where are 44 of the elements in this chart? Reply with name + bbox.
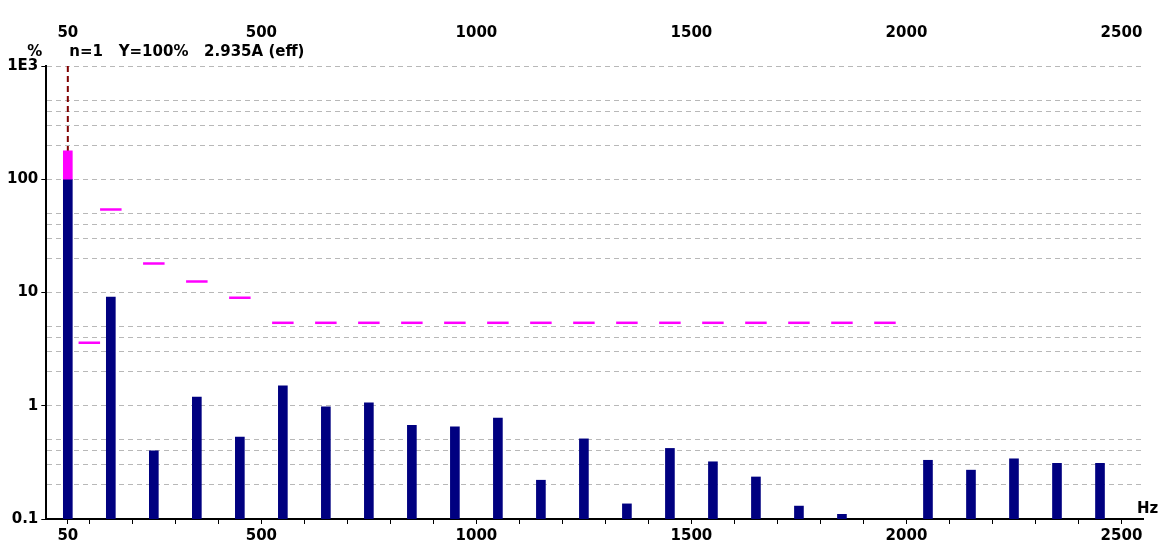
x2-tick-label: 2000 — [885, 22, 928, 41]
x-tick-label: 2500 — [1100, 525, 1143, 544]
bar — [278, 385, 288, 519]
bar — [923, 459, 933, 519]
x2-tick-label: 500 — [245, 22, 277, 41]
bar — [1009, 458, 1019, 519]
bar — [192, 396, 202, 519]
bar — [1095, 463, 1105, 519]
bar — [665, 448, 675, 519]
y-tick-label: 1 — [27, 395, 39, 414]
bar — [1052, 463, 1062, 519]
bar — [407, 425, 417, 519]
y-tick-label: 0.1 — [11, 508, 39, 527]
bar — [364, 402, 374, 519]
bar — [450, 426, 460, 519]
bar — [837, 513, 847, 519]
bar — [493, 417, 503, 519]
chart-title: n=1 Y=100% 2.935A (eff) — [69, 42, 305, 60]
bar — [235, 436, 245, 519]
x-tick-label: 2000 — [885, 525, 928, 544]
bar — [622, 503, 632, 519]
x-tick-label: 50 — [57, 525, 79, 544]
bar — [149, 450, 159, 519]
y-tick-label: 1E3 — [7, 55, 39, 74]
x2-tick-label: 2500 — [1100, 22, 1143, 41]
x2-tick-label: 50 — [57, 22, 79, 41]
bar — [579, 438, 589, 519]
bar — [708, 461, 718, 519]
x2-tick-label: 1500 — [670, 22, 713, 41]
bar — [794, 505, 804, 519]
bar — [105, 296, 116, 519]
bar — [536, 479, 546, 519]
y-tick-label: 10 — [17, 282, 39, 301]
bar — [966, 469, 976, 519]
x-tick-label: 1000 — [455, 525, 498, 544]
x-tick-label: 500 — [245, 525, 277, 544]
bar — [751, 476, 761, 519]
y-tick-label: 100 — [7, 169, 39, 188]
x2-tick-label: 1000 — [455, 22, 498, 41]
bar — [62, 178, 73, 519]
x-axis-title: Hz — [1137, 499, 1159, 517]
x-tick-label: 1500 — [670, 525, 713, 544]
bar — [62, 150, 73, 180]
bar — [321, 406, 331, 519]
